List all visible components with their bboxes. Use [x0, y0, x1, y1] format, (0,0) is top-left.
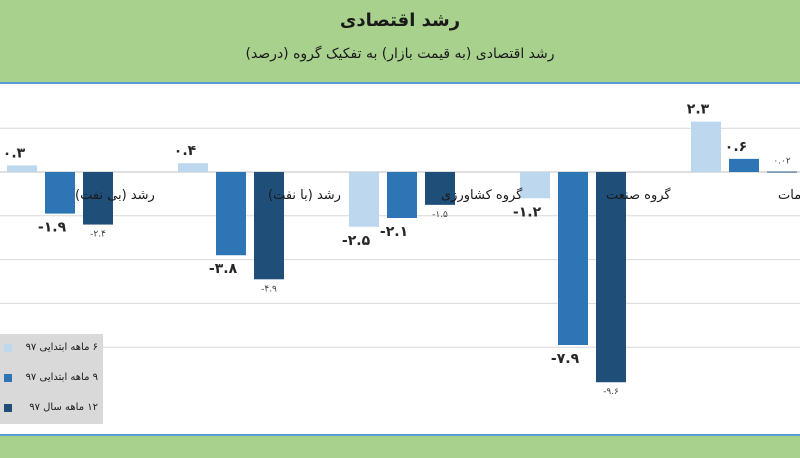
- data-label: -۱.۹: [38, 220, 67, 236]
- bar-1-5: [691, 121, 721, 172]
- bar-2-3: [387, 172, 417, 218]
- chart-legend: ۶ ماهه ابتدایی ۹۷ ۹ ماهه ابتدایی ۹۷ ۱۲ م…: [0, 334, 103, 424]
- bar-3-1: [83, 172, 113, 225]
- bar-3-5: [767, 171, 797, 173]
- bar-3-2: [254, 172, 284, 280]
- legend-swatch-series1: [4, 344, 12, 352]
- category-label: گروه صنعت: [606, 187, 671, 203]
- chart-header: رشد اقتصادی رشد اقتصادی (به قیمت بازار) …: [0, 0, 800, 84]
- data-label: -۱.۲: [513, 204, 542, 220]
- legend-label-series3: ۱۲ ماهه سال ۹۷: [29, 402, 98, 413]
- category-label: رشد (بی نفت): [75, 188, 155, 203]
- legend-item-series1: ۶ ماهه ابتدایی ۹۷: [4, 340, 100, 358]
- legend-swatch-series2: [4, 374, 12, 382]
- bar-2-1: [45, 172, 75, 214]
- legend-item-series3: ۱۲ ماهه سال ۹۷: [4, 400, 100, 418]
- chart-footer: [0, 434, 800, 458]
- data-label: ۰.۶: [725, 139, 747, 155]
- bar-3-3: [425, 172, 455, 205]
- legend-item-series2: ۹ ماهه ابتدایی ۹۷: [4, 370, 100, 388]
- bar-1-4: [520, 172, 550, 199]
- data-label: ۲.۳: [687, 102, 710, 118]
- data-label: -۷.۹: [551, 351, 580, 367]
- bar-2-5: [729, 158, 759, 172]
- bar-2-2: [216, 172, 246, 256]
- data-label: -۴.۹: [261, 284, 277, 294]
- data-label: ۰.۰۲: [773, 157, 791, 167]
- category-label: گروه خدمات: [778, 187, 800, 203]
- bar-3-4: [596, 172, 626, 383]
- data-label: -۱.۵: [432, 210, 448, 220]
- bar-1-2: [178, 163, 208, 172]
- data-label: -۲.۴: [90, 230, 106, 240]
- legend-label-series1: ۶ ماهه ابتدایی ۹۷: [25, 342, 98, 353]
- bar-chart: ۰.۳ ۰.۴ -۲.۵ -۱.۲ ۲.۳ -۱.۹ -۳.۸ -۲.۱ -۷.۹ ۰.۶ -۲.۴…: [0, 102, 800, 397]
- chart-title: رشد اقتصادی: [339, 10, 461, 31]
- data-label: ۰.۴: [174, 143, 197, 159]
- data-label: -۲.۱: [380, 224, 408, 240]
- data-label: -۲.۵: [342, 233, 371, 249]
- chart-subtitle: رشد اقتصادی (به قیمت بازار) به تفکیک گرو…: [245, 46, 555, 62]
- bar-1-1: [7, 165, 37, 172]
- legend-label-series2: ۹ ماهه ابتدایی ۹۷: [25, 372, 98, 383]
- data-label: ۰.۳: [3, 145, 26, 161]
- bar-2-4: [558, 172, 588, 346]
- data-label: -۳.۸: [209, 261, 238, 277]
- category-label: گروه کشاورزی: [441, 187, 523, 203]
- category-label: رشد (با نفت): [268, 188, 341, 203]
- legend-swatch-series3: [4, 404, 12, 412]
- data-label: -۹.۶: [603, 387, 619, 397]
- bar-1-3: [349, 172, 379, 227]
